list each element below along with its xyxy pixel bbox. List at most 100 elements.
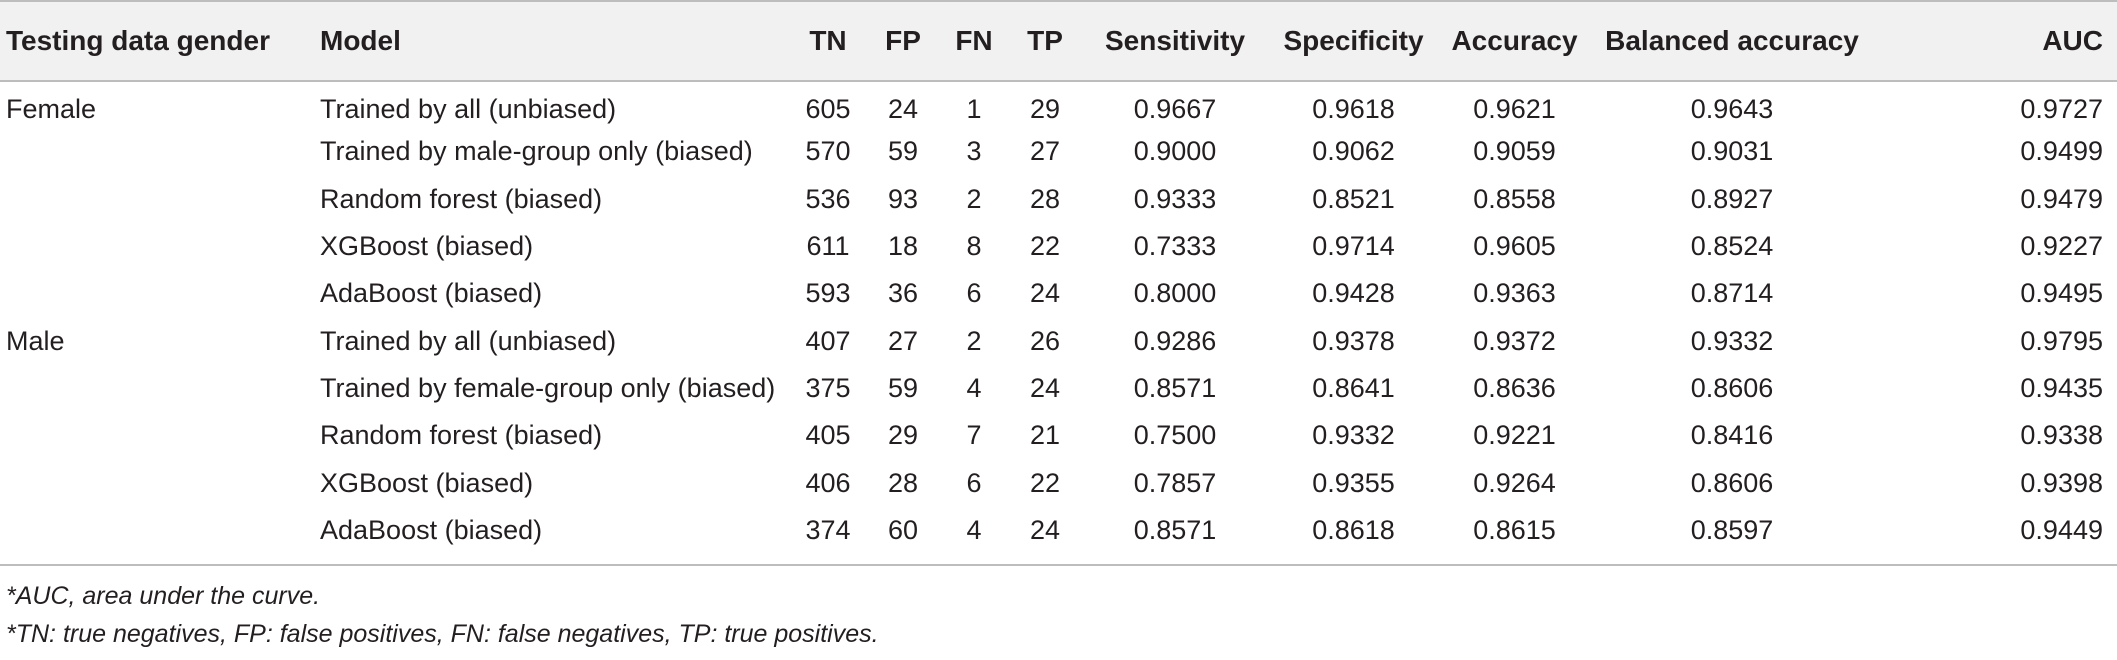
cell-sensitivity: 0.7333 xyxy=(1133,231,1217,262)
cell-accuracy: 0.9363 xyxy=(1473,278,1556,309)
cell-fn: 1 xyxy=(966,94,982,125)
cell-balanced-accuracy: 0.8606 xyxy=(1690,467,1774,498)
cell-sensitivity: 0.8571 xyxy=(1080,506,1270,566)
cell-balanced-accuracy: 0.8606 xyxy=(1690,372,1774,403)
cell-tn: 406 xyxy=(805,467,851,498)
table-row: Male Trained by all (unbiased) 407 27 2 26 0.9… xyxy=(0,317,2117,364)
cell-sensitivity: 0.9333 xyxy=(1133,183,1217,214)
cell-balanced-accuracy: 0.8597 xyxy=(1592,506,1872,566)
footnote-auc: *AUC, area under the curve. xyxy=(6,582,321,610)
cell-sensitivity: 0.9286 xyxy=(1133,325,1217,356)
cell-specificity: 0.9332 xyxy=(1312,420,1395,451)
cell-specificity: 0.8641 xyxy=(1312,372,1395,403)
cell-gender xyxy=(0,176,320,223)
cell-sensitivity: 0.7857 xyxy=(1133,467,1217,498)
cell-gender xyxy=(0,412,320,459)
cell-specificity: 0.9378 xyxy=(1312,325,1395,356)
cell-gender xyxy=(0,365,320,412)
cell-gender: Female xyxy=(6,94,97,125)
table-row: XGBoost (biased) 406 28 6 22 0.7857 0.9355 0.92… xyxy=(0,459,2117,506)
cell-model: Trained by female-group only (biased) xyxy=(320,372,776,403)
cell-balanced-accuracy: 0.9332 xyxy=(1690,325,1774,356)
cell-gender xyxy=(0,223,320,270)
cell-fn: 3 xyxy=(966,136,982,167)
cell-model: Random forest (biased) xyxy=(320,420,603,451)
cell-model: AdaBoost (biased) xyxy=(320,278,543,309)
cell-accuracy: 0.9621 xyxy=(1473,94,1556,125)
header-auc: AUC xyxy=(1872,0,2117,82)
cell-specificity: 0.9355 xyxy=(1312,467,1395,498)
header-sensitivity: Sensitivity xyxy=(1080,0,1270,82)
header-fn: FN xyxy=(938,0,1010,82)
table-row: Trained by male-group only (biased) 570 59… xyxy=(0,128,2117,175)
cell-fp: 59 xyxy=(887,136,919,167)
cell-fn: 4 xyxy=(966,372,982,403)
cell-auc: 0.9449 xyxy=(1872,506,2117,566)
cell-tn: 375 xyxy=(805,372,851,403)
cell-tp: 28 xyxy=(1029,183,1061,214)
cell-accuracy: 0.9264 xyxy=(1473,467,1556,498)
table-row: Random forest (biased) 405 29 7 21 0.7500 0.93… xyxy=(0,412,2117,459)
cell-specificity: 0.8618 xyxy=(1270,506,1437,566)
cell-auc: 0.9338 xyxy=(2020,420,2103,451)
cell-tn: 536 xyxy=(805,183,851,214)
cell-specificity: 0.8521 xyxy=(1312,183,1395,214)
cell-gender xyxy=(0,459,320,506)
cell-tn: 593 xyxy=(805,278,851,309)
cell-gender: Male xyxy=(6,325,65,356)
cell-tp: 24 xyxy=(1029,278,1061,309)
cell-tp: 24 xyxy=(1029,372,1061,403)
cell-fn: 2 xyxy=(966,183,982,214)
cell-accuracy: 0.9372 xyxy=(1473,325,1556,356)
cell-fp: 28 xyxy=(887,467,919,498)
cell-balanced-accuracy: 0.8927 xyxy=(1690,183,1774,214)
table-row: XGBoost (biased) 611 18 8 22 0.7333 0.9714 0.96… xyxy=(0,223,2117,270)
cell-fp: 18 xyxy=(887,231,919,262)
cell-sensitivity: 0.8571 xyxy=(1133,372,1217,403)
table-header: Testing data gender Model TN FP FN TP Se… xyxy=(0,0,2117,82)
cell-auc: 0.9499 xyxy=(2020,136,2103,167)
cell-specificity: 0.9428 xyxy=(1312,278,1395,309)
table-footnotes: *AUC, area under the curve. *TN: true ne… xyxy=(6,577,879,653)
header-specificity: Specificity xyxy=(1270,0,1437,82)
table-row: AdaBoost (biased) 593 36 6 24 0.8000 0.9428 0.9… xyxy=(0,270,2117,317)
table-row: Trained by female-group only (biased) 375… xyxy=(0,365,2117,412)
cell-sensitivity: 0.8000 xyxy=(1133,278,1217,309)
cell-accuracy: 0.9605 xyxy=(1473,231,1556,262)
header-model: Model xyxy=(320,0,788,82)
cell-specificity: 0.9062 xyxy=(1312,136,1395,167)
cell-fp: 93 xyxy=(887,183,919,214)
cell-accuracy: 0.8615 xyxy=(1437,506,1592,566)
cell-balanced-accuracy: 0.9031 xyxy=(1690,136,1774,167)
cell-fp: 59 xyxy=(887,372,919,403)
cell-model: XGBoost (biased) xyxy=(320,231,534,262)
cell-sensitivity: 0.9000 xyxy=(1133,136,1217,167)
cell-tp: 26 xyxy=(1029,325,1061,356)
cell-auc: 0.9727 xyxy=(2020,94,2103,125)
results-table: Testing data gender Model TN FP FN TP Se… xyxy=(0,0,2117,566)
cell-gender xyxy=(0,128,320,175)
cell-fn: 6 xyxy=(966,278,982,309)
cell-gender xyxy=(0,506,320,566)
cell-gender xyxy=(0,270,320,317)
cell-auc: 0.9495 xyxy=(2020,278,2103,309)
results-table-container: Testing data gender Model TN FP FN TP Se… xyxy=(0,0,2117,566)
cell-tn: 374 xyxy=(788,506,868,566)
cell-sensitivity: 0.7500 xyxy=(1133,420,1217,451)
cell-auc: 0.9795 xyxy=(2020,325,2103,356)
cell-accuracy: 0.8558 xyxy=(1473,183,1556,214)
cell-balanced-accuracy: 0.9643 xyxy=(1690,94,1774,125)
cell-accuracy: 0.9221 xyxy=(1473,420,1556,451)
cell-tp: 24 xyxy=(1010,506,1080,566)
cell-tp: 27 xyxy=(1029,136,1061,167)
cell-specificity: 0.9714 xyxy=(1312,231,1395,262)
table-row: AdaBoost (biased) 374 60 4 24 0.8571 0.8618 0.8… xyxy=(0,506,2117,566)
cell-fp: 24 xyxy=(887,94,919,125)
table-row: Random forest (biased) 536 93 2 28 0.9333 0.85… xyxy=(0,176,2117,223)
cell-fp: 60 xyxy=(868,506,938,566)
cell-tn: 570 xyxy=(805,136,851,167)
cell-tn: 405 xyxy=(805,420,851,451)
cell-accuracy: 0.9059 xyxy=(1473,136,1556,167)
cell-fn: 2 xyxy=(966,325,982,356)
cell-model: Random forest (biased) xyxy=(320,183,603,214)
